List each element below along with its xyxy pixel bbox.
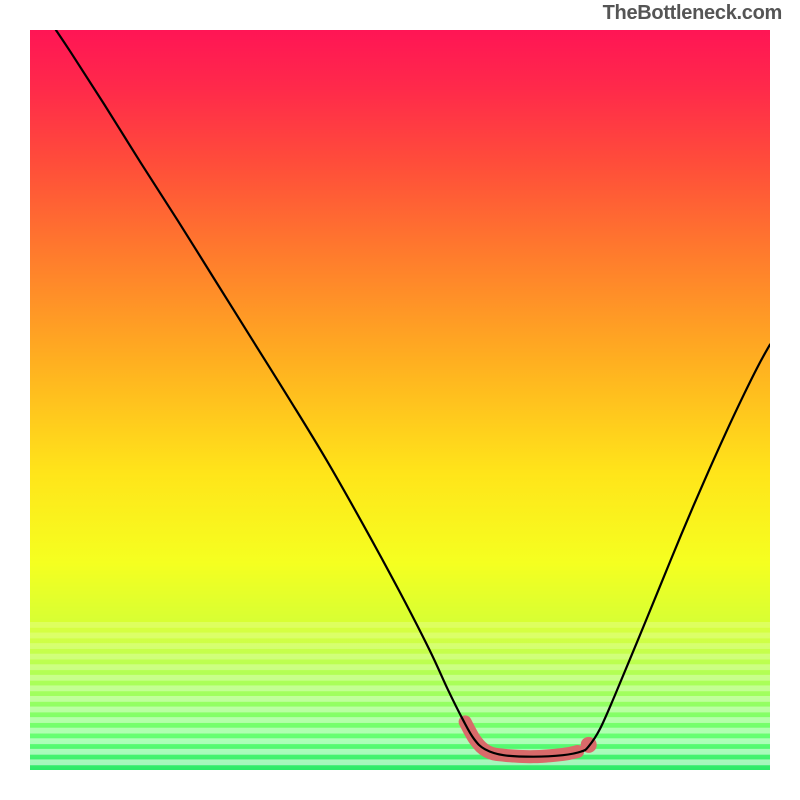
chart-container: TheBottleneck.com: [0, 0, 800, 800]
watermark: TheBottleneck.com: [603, 2, 782, 25]
chart-svg: [30, 30, 770, 770]
plot-area: [30, 30, 770, 770]
